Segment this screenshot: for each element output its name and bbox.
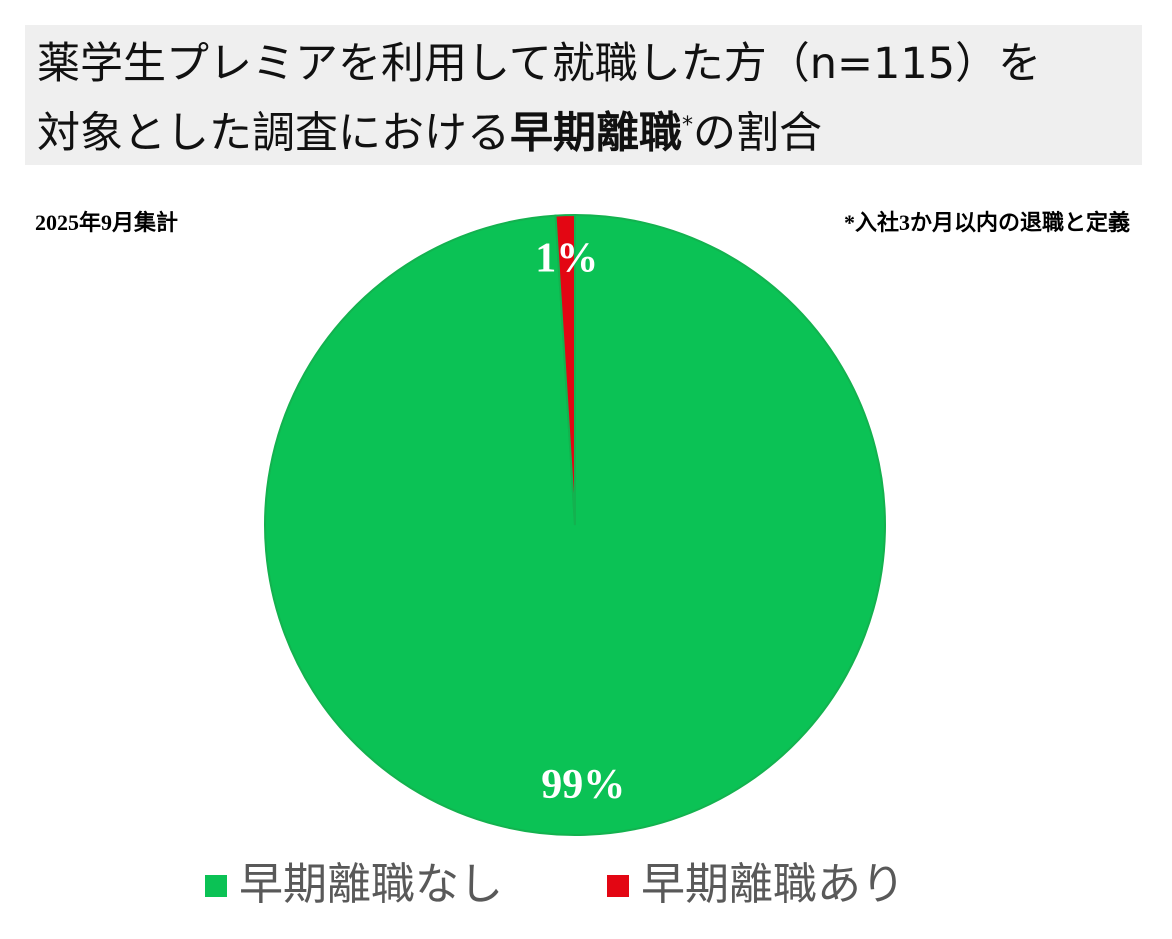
data-label: 99% bbox=[541, 762, 625, 808]
title-part: * bbox=[682, 113, 693, 138]
title-line: 薬学生プレミアを利用して就職した方（n=115）を bbox=[37, 33, 1130, 95]
title-line: 対象とした調査における早期離職*の割合 bbox=[37, 95, 1130, 164]
legend-label: 早期離職あり bbox=[641, 859, 905, 910]
pie-slice bbox=[554, 213, 576, 526]
title-part: 薬学生プレミアを利用して就職した方（n=115）を bbox=[37, 39, 1042, 89]
data-label: 1% bbox=[535, 235, 598, 281]
title-part: 対象とした調査における bbox=[37, 108, 510, 159]
legend-swatch bbox=[607, 875, 629, 897]
title-part: の割合 bbox=[693, 108, 822, 159]
chart-title: 薬学生プレミアを利用して就職した方（n=115）を 対象とした調査における早期離職… bbox=[25, 25, 1142, 165]
legend-swatch bbox=[205, 875, 227, 897]
subtitle: 2025年9月集計 bbox=[35, 210, 179, 235]
title-part: 早期離職 bbox=[510, 108, 682, 159]
note: *入社3か月以内の退職と定義 bbox=[843, 210, 1130, 235]
legend-label: 早期離職なし bbox=[239, 859, 503, 910]
